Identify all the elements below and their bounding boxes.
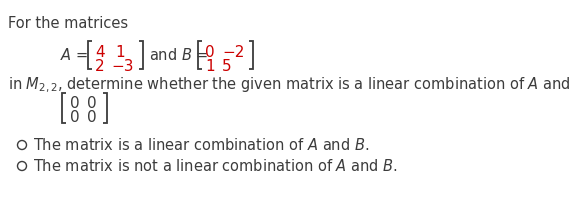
Text: 0: 0 bbox=[205, 45, 214, 60]
Text: 4: 4 bbox=[95, 45, 105, 60]
Text: For the matrices: For the matrices bbox=[8, 16, 128, 31]
Text: The matrix is a linear combination of $A$ and $B$.: The matrix is a linear combination of $A… bbox=[33, 137, 369, 153]
Text: 0: 0 bbox=[87, 110, 97, 125]
Text: 1: 1 bbox=[205, 59, 214, 74]
Text: 2: 2 bbox=[95, 59, 105, 74]
Text: 5: 5 bbox=[222, 59, 232, 74]
Text: $A$ =: $A$ = bbox=[60, 47, 88, 63]
Text: The matrix is not a linear combination of $A$ and $B$.: The matrix is not a linear combination o… bbox=[33, 158, 398, 174]
Text: 0: 0 bbox=[70, 110, 79, 125]
Text: −2: −2 bbox=[222, 45, 244, 60]
Text: −3: −3 bbox=[111, 59, 133, 74]
Text: and $B$ =: and $B$ = bbox=[149, 47, 209, 63]
Text: 1: 1 bbox=[115, 45, 125, 60]
Text: in $M_{2,2}$, determine whether the given matrix is a linear combination of $A$ : in $M_{2,2}$, determine whether the give… bbox=[8, 76, 575, 95]
Text: 0: 0 bbox=[87, 96, 97, 111]
Text: 0: 0 bbox=[70, 96, 79, 111]
